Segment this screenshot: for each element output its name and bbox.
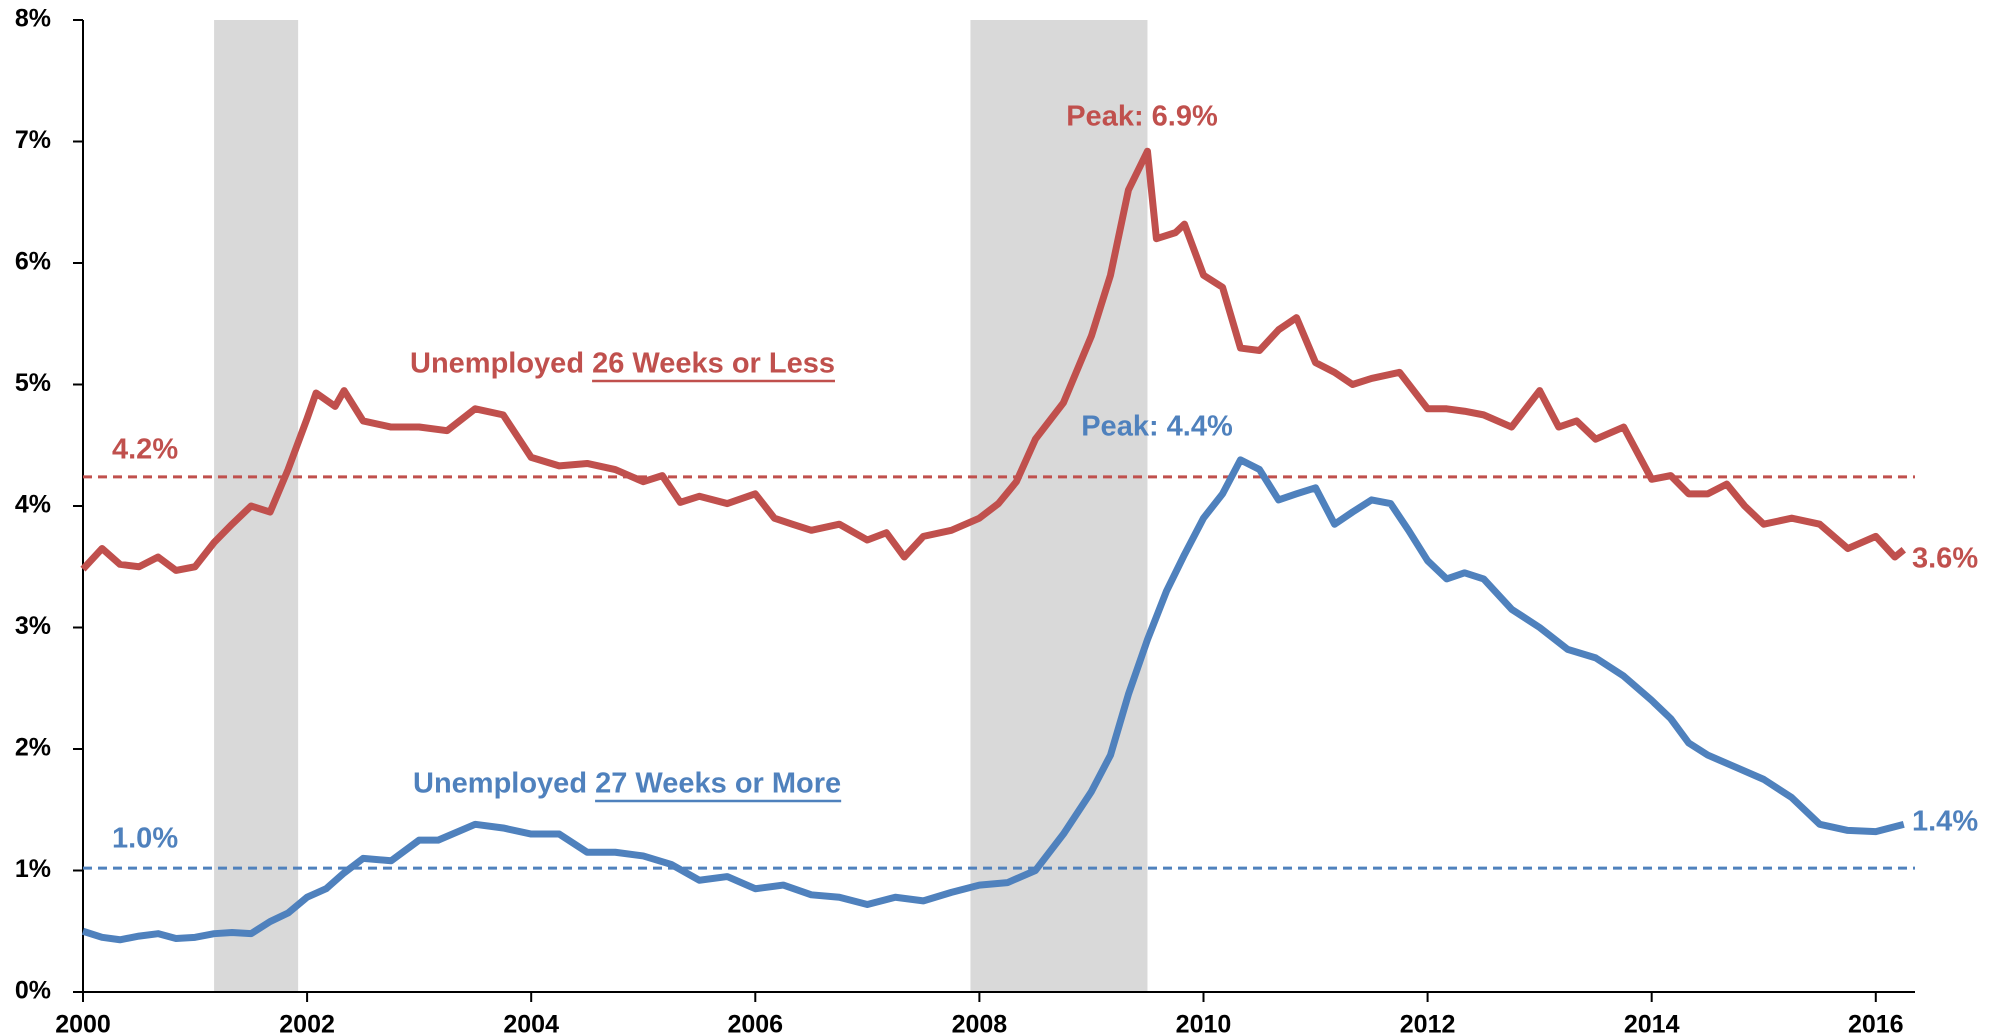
peak-label: Peak: 4.4% xyxy=(1081,411,1233,443)
series-line xyxy=(81,456,1905,944)
y-tick-label: 5% xyxy=(15,369,51,397)
peak-label: Peak: 6.9% xyxy=(1066,101,1218,133)
y-tick-label: 2% xyxy=(15,734,51,762)
y-tick-label: 0% xyxy=(15,977,51,1005)
end-label: 3.6% xyxy=(1912,543,1978,575)
average-label: 4.2% xyxy=(112,434,178,466)
y-tick-label: 6% xyxy=(15,248,51,276)
y-tick-label: 3% xyxy=(15,612,51,640)
x-tick-label: 2000 xyxy=(55,1011,111,1036)
x-tick-label: 2012 xyxy=(1400,1011,1456,1036)
end-label: 1.4% xyxy=(1912,806,1978,838)
x-tick-label: 2008 xyxy=(952,1011,1008,1036)
series-line xyxy=(80,147,1907,574)
y-tick-label: 4% xyxy=(15,491,51,519)
y-tick-label: 8% xyxy=(15,5,51,33)
average-label: 1.0% xyxy=(112,823,178,855)
series-label: Unemployed 26 Weeks or Less xyxy=(410,348,835,380)
x-tick-label: 2006 xyxy=(727,1011,783,1036)
x-tick-label: 2014 xyxy=(1624,1011,1680,1036)
x-tick-label: 2016 xyxy=(1848,1011,1904,1036)
y-tick-label: 7% xyxy=(15,126,51,154)
x-tick-label: 2002 xyxy=(279,1011,335,1036)
x-tick-label: 2004 xyxy=(503,1011,559,1036)
series-label: Unemployed 27 Weeks or More xyxy=(413,768,841,800)
y-tick-label: 1% xyxy=(15,855,51,883)
x-tick-label: 2010 xyxy=(1176,1011,1232,1036)
